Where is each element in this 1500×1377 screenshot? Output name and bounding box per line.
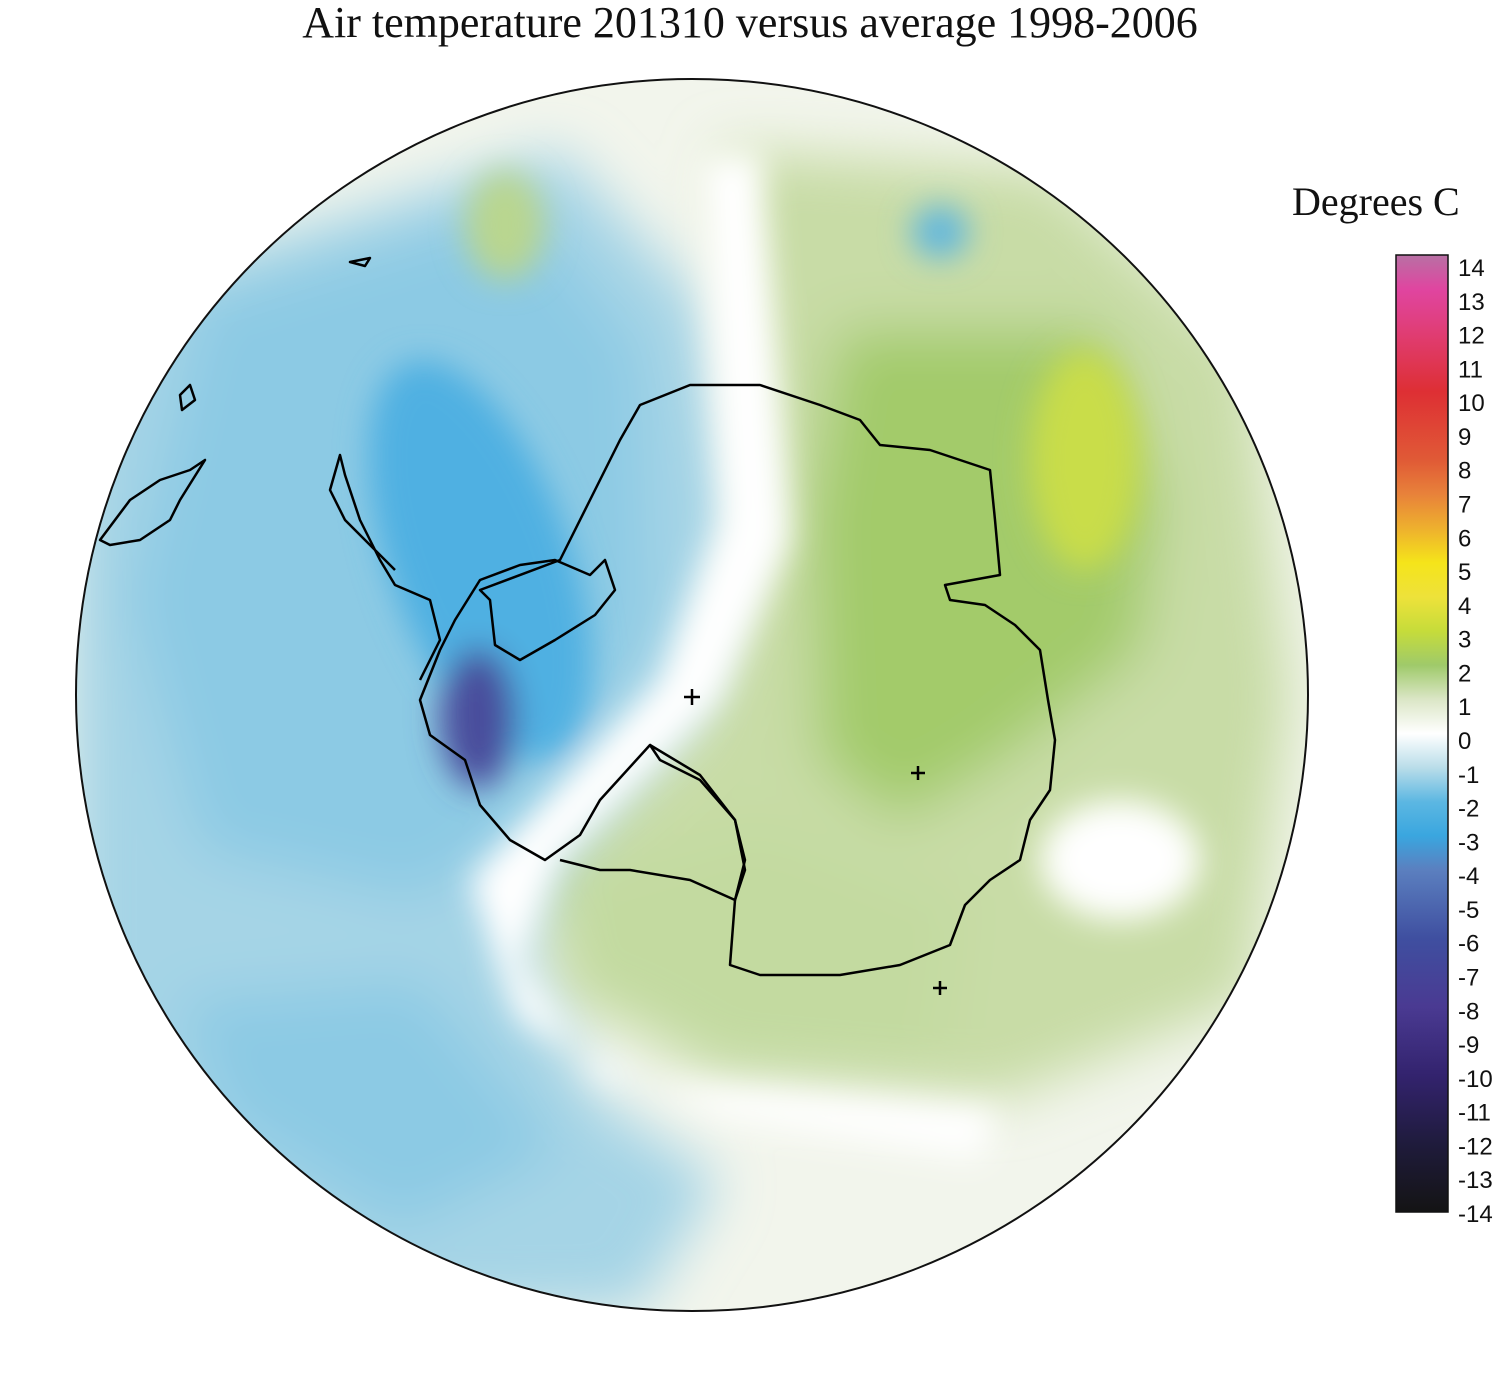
- island-2: [348, 256, 372, 268]
- legend-tick-label: 9: [1458, 424, 1471, 451]
- legend-tick-label: 3: [1458, 627, 1471, 654]
- legend-tick-label: 13: [1458, 289, 1485, 316]
- legend-tick-label: -9: [1458, 1032, 1479, 1059]
- grid-markers: [684, 689, 947, 995]
- coastline: [98, 256, 1057, 977]
- peninsula-core-region: [440, 648, 516, 788]
- color-legend: 14131211109876543210-1-2-3-4-5-6-7-8-9-1…: [1395, 254, 1493, 1228]
- legend-tick-label: 2: [1458, 660, 1471, 687]
- legend-tick-label: 12: [1458, 323, 1485, 350]
- ross-warm-region: [560, 820, 960, 1080]
- island-1: [178, 383, 197, 412]
- legend-tick-label: -14: [1458, 1201, 1493, 1228]
- legend-tick-label: 11: [1458, 356, 1483, 383]
- map-title: Air temperature 201310 versus average 19…: [302, 0, 1198, 47]
- peninsula-coastline: [328, 453, 442, 681]
- marker-east: [911, 766, 925, 780]
- legend-tick-label: -8: [1458, 998, 1479, 1025]
- legend-tick-label: -6: [1458, 931, 1479, 958]
- legend-tick-label: 6: [1458, 525, 1471, 552]
- legend-tick-label: -1: [1458, 762, 1479, 789]
- east-coast-warmest-region: [1030, 350, 1140, 570]
- legend-tick-label: 8: [1458, 458, 1471, 485]
- legend-tick-label: -10: [1458, 1066, 1493, 1093]
- legend-colorbar: [1395, 254, 1449, 1213]
- legend-tick-label: -5: [1458, 897, 1479, 924]
- south-america-tip: [98, 458, 207, 547]
- legend-tick-label: 14: [1458, 255, 1485, 282]
- legend-tick-label: 10: [1458, 390, 1485, 417]
- legend-tick-label: -11: [1458, 1100, 1491, 1127]
- temperature-anomaly-field: [76, 79, 1308, 1311]
- small-warm-patch: [465, 170, 545, 280]
- pole-marker: [684, 689, 700, 705]
- legend-tick-label: 4: [1458, 593, 1471, 620]
- neutral-band: [470, 150, 1000, 1160]
- legend-tick-label: -3: [1458, 829, 1479, 856]
- legend-tick-label: 0: [1458, 728, 1471, 755]
- map-boundary: [75, 78, 1309, 1312]
- legend-tick-labels: 14131211109876543210-1-2-3-4-5-6-7-8-9-1…: [1458, 255, 1493, 1228]
- legend-tick-label: 5: [1458, 559, 1471, 586]
- legend-tick-label: -7: [1458, 965, 1479, 992]
- neutral-patch-east: [1040, 800, 1200, 920]
- small-cold-patch: [912, 206, 968, 258]
- legend-tick-label: 1: [1458, 694, 1471, 721]
- legend-tick-label: -2: [1458, 796, 1479, 823]
- legend-tick-label: -12: [1458, 1133, 1493, 1160]
- marker-southeast: [933, 981, 947, 995]
- southwest-cold-region: [180, 980, 560, 1230]
- legend-title: Degrees C: [1292, 179, 1460, 224]
- legend-tick-label: 7: [1458, 492, 1471, 519]
- peninsula-cold-region: [369, 360, 591, 760]
- legend-tick-label: -13: [1458, 1167, 1493, 1194]
- legend-tick-label: -4: [1458, 863, 1479, 890]
- ross-ice-shelf: [559, 743, 747, 902]
